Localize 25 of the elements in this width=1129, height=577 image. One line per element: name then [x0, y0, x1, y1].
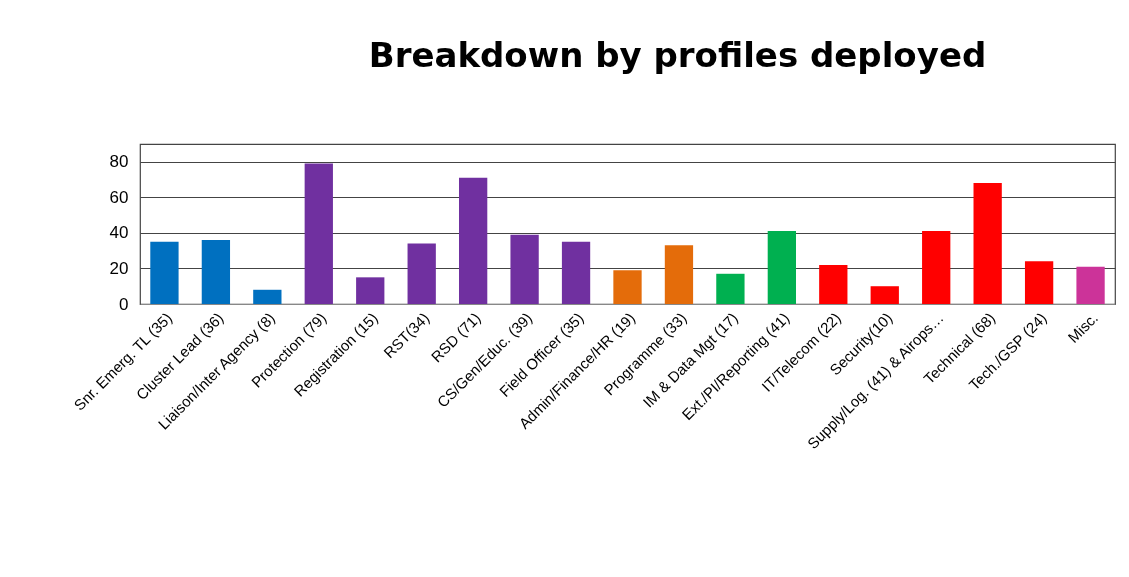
bar — [356, 277, 385, 304]
y-tick-label: 0 — [119, 294, 129, 314]
bar — [150, 241, 179, 304]
bar — [304, 163, 333, 304]
bar — [253, 289, 282, 304]
bar — [767, 231, 796, 304]
bar — [510, 234, 539, 304]
y-tick-label: 20 — [109, 258, 129, 278]
bar — [1024, 261, 1054, 304]
chart-title: Breakdown by profiles deployed — [368, 35, 987, 75]
y-tick-label: 80 — [109, 152, 129, 172]
bar — [613, 270, 642, 304]
bar — [459, 177, 488, 304]
bar — [561, 241, 591, 304]
bar — [870, 286, 899, 304]
bar — [973, 183, 1002, 304]
bar — [819, 264, 848, 304]
bar — [407, 243, 436, 304]
bar — [1076, 266, 1105, 304]
y-tick-label: 60 — [109, 187, 129, 207]
bar — [201, 240, 231, 304]
y-tick-label: 40 — [109, 223, 129, 243]
bar — [716, 273, 745, 304]
bar — [664, 245, 694, 304]
bar — [922, 231, 951, 304]
